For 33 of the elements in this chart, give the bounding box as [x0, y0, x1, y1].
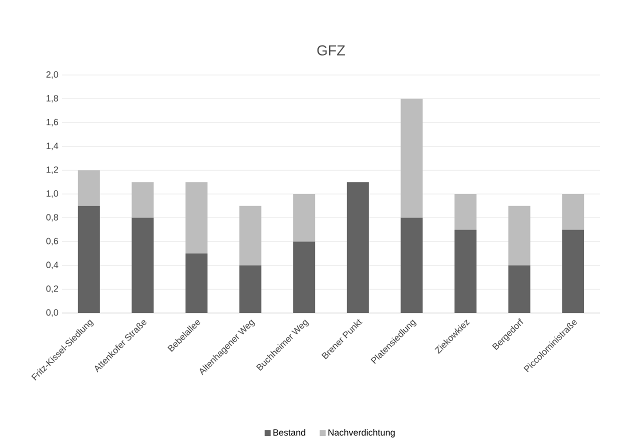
- chart-title: GFZ: [317, 45, 345, 56]
- bar: [293, 194, 316, 242]
- y-tick-label: 0,0: [46, 309, 58, 317]
- y-tick-label: 1,4: [46, 142, 58, 150]
- bar: [239, 265, 262, 314]
- bar: [454, 230, 477, 314]
- bar: [400, 98, 423, 218]
- bar: [508, 265, 530, 314]
- bar: [454, 194, 477, 230]
- bar: [508, 206, 530, 266]
- y-tick-label: 0,8: [46, 214, 58, 222]
- bar: [293, 242, 316, 314]
- bar: [78, 170, 100, 206]
- legend-label: Nachverdichtung: [328, 429, 395, 438]
- y-tick-label: 1,6: [46, 118, 58, 126]
- y-tick-label: 1,2: [46, 166, 58, 174]
- y-tick-label: 2,0: [46, 71, 58, 79]
- bar: [132, 182, 154, 218]
- legend-label: Bestand: [273, 429, 306, 436]
- y-tick-label: 0,4: [46, 262, 58, 270]
- bar: [239, 206, 262, 266]
- bar: [132, 218, 154, 314]
- bar: [78, 206, 100, 314]
- bar: [562, 230, 584, 314]
- bar: [186, 182, 208, 254]
- bar: [400, 218, 423, 314]
- y-tick-label: 0,6: [46, 238, 58, 246]
- bar: [562, 194, 584, 230]
- bar: [186, 254, 208, 314]
- y-tick-label: 1,0: [46, 190, 58, 198]
- y-tick-label: 0,2: [46, 285, 58, 293]
- bar: [346, 182, 369, 314]
- y-tick-label: 1,8: [46, 95, 58, 103]
